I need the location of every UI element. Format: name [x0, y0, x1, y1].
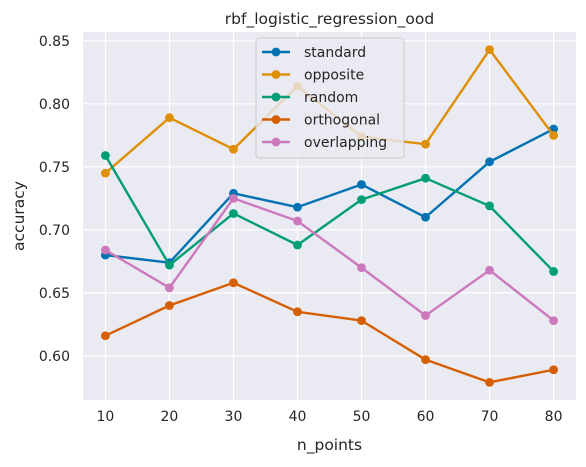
x-ticks: 10 20 30 40 50 60 70 80	[96, 409, 562, 425]
data-point	[485, 45, 494, 55]
data-point	[293, 240, 302, 250]
x-tick-label: 30	[225, 409, 243, 425]
series-line	[104, 281, 554, 384]
series-overlapping	[101, 193, 558, 326]
legend-item: random	[262, 90, 358, 106]
legend-item: opposite	[262, 68, 364, 84]
data-point	[165, 260, 174, 270]
data-point	[101, 168, 110, 178]
y-tick-label: 0.75	[39, 160, 70, 176]
data-point	[549, 365, 558, 375]
legend-swatch-marker	[271, 137, 281, 147]
x-tick-label: 60	[417, 409, 435, 425]
data-point	[357, 180, 366, 189]
series-orthogonal	[101, 278, 558, 387]
data-point	[101, 331, 110, 341]
y-tick-label: 0.80	[39, 97, 70, 113]
data-point	[229, 278, 238, 288]
data-point	[421, 311, 430, 320]
series-line	[104, 197, 555, 322]
data-point	[549, 267, 558, 276]
data-point	[485, 265, 494, 275]
legend-swatch-marker	[271, 70, 281, 79]
data-point	[421, 355, 430, 365]
y-tick-label: 0.85	[39, 34, 70, 50]
x-tick-label: 80	[545, 409, 563, 425]
y-tick-label: 0.70	[39, 223, 70, 239]
data-point	[165, 283, 174, 293]
data-point	[485, 201, 494, 211]
data-point	[549, 316, 558, 326]
chart-title: rbf_logistic_regression_ood	[225, 10, 434, 29]
data-point	[549, 130, 558, 140]
legend-label: opposite	[304, 68, 364, 84]
data-point	[293, 202, 302, 212]
x-tick-label: 40	[289, 409, 307, 425]
data-point	[293, 307, 302, 317]
data-point	[357, 316, 366, 326]
legend-item: orthogonal	[262, 113, 380, 129]
x-tick-label: 50	[353, 409, 371, 425]
data-point	[421, 212, 430, 222]
legend: standard opposite random orthogonal overlapp…	[255, 37, 405, 159]
series-line	[104, 154, 555, 273]
x-tick-label: 70	[481, 409, 499, 425]
legend-label: random	[304, 90, 358, 106]
legend-label: orthogonal	[304, 113, 380, 129]
x-axis-label: n_points	[297, 436, 362, 455]
data-point	[421, 139, 430, 149]
data-point	[357, 263, 366, 273]
data-point	[485, 377, 494, 387]
data-point	[357, 195, 366, 205]
legend-label: standard	[304, 45, 366, 61]
legend-label: overlapping	[304, 135, 387, 151]
data-point	[165, 113, 174, 123]
data-point	[101, 245, 110, 255]
legend-item: standard	[262, 45, 366, 61]
data-point	[229, 209, 238, 218]
data-point	[101, 151, 110, 160]
data-point	[229, 193, 238, 203]
series-random	[101, 151, 558, 276]
legend-swatch-marker	[271, 92, 281, 102]
y-tick-label: 0.65	[39, 286, 70, 302]
legend-item: overlapping	[262, 135, 387, 151]
data-point	[165, 301, 174, 310]
x-tick-label: 10	[96, 409, 114, 425]
y-tick-label: 0.60	[39, 349, 70, 365]
series-line	[105, 127, 555, 264]
data-point	[229, 144, 238, 154]
legend-box	[255, 37, 405, 159]
data-point	[485, 157, 494, 167]
data-point	[293, 216, 302, 226]
x-tick-label: 20	[161, 409, 179, 425]
data-point	[421, 173, 430, 183]
legend-swatch-marker	[271, 47, 281, 57]
y-ticks: 0.60 0.65 0.70 0.75 0.80 0.85	[39, 34, 70, 365]
y-axis-label: accuracy	[10, 181, 28, 251]
legend-swatch-marker	[271, 115, 281, 124]
